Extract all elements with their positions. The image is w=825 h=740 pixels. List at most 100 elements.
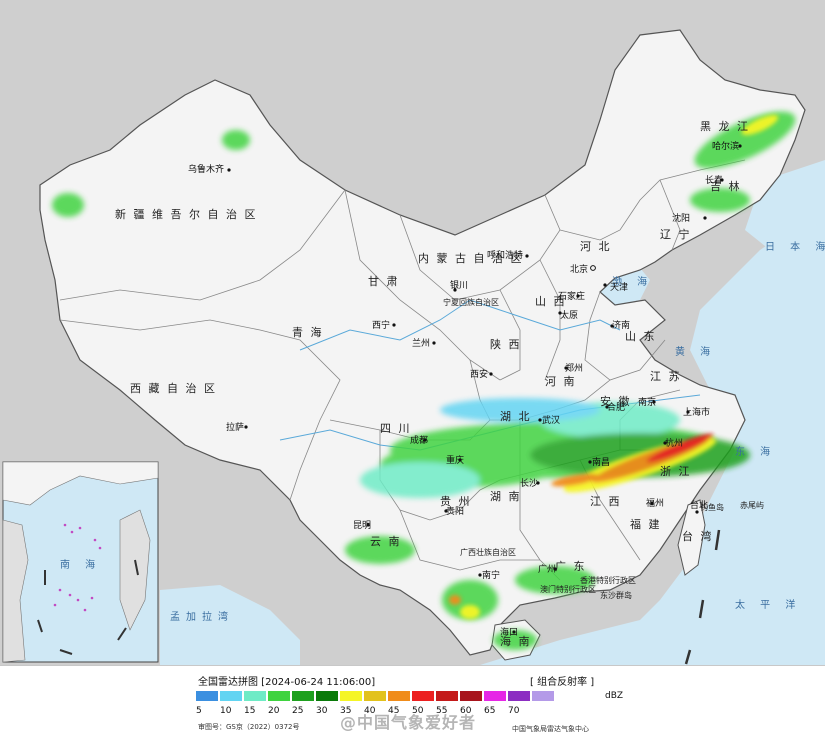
unit-label: dBZ (605, 691, 624, 701)
colorbar-tick-label: 55 (436, 706, 448, 716)
city-urumqi: 乌鲁木齐 (188, 163, 224, 175)
region-guangxi: 广西壮族自治区 (460, 547, 516, 557)
region-qinghai: 青 海 (292, 325, 324, 339)
region-henan: 河 南 (545, 375, 577, 388)
colorbar-swatch (196, 691, 218, 701)
city-nanchang: 南昌 (592, 456, 610, 468)
region-heilongjiang: 黑 龙 江 (700, 120, 750, 133)
city-hangzhou: 杭州 (665, 437, 683, 449)
inset-sea-label: 南 海 (60, 558, 101, 571)
city-hohhot: 呼和浩特 (487, 249, 523, 261)
island-dongsha: 东沙群岛 (600, 590, 632, 600)
island-diaoyu: 钓鱼岛 (700, 502, 724, 512)
region-jiangxi: 江 西 (590, 495, 622, 508)
region-gansu: 甘 肃 (368, 275, 400, 288)
colorbar-tick-label: 50 (412, 706, 424, 716)
region-neimenggu: 内 蒙 古 自 治 区 (418, 251, 523, 265)
region-shandong: 山 东 (625, 330, 657, 343)
region-taiwan: 台 湾 (682, 529, 714, 543)
island-chiwei: 赤尾屿 (740, 501, 764, 510)
sea-labels: 渤 海 黄 海 东 海 太 平 洋 日 本 海 孟加拉湾 钓鱼岛 赤尾屿 东沙群… (170, 240, 825, 623)
maritime-boundary-marks (684, 529, 721, 665)
colorbar-tick-label: 70 (508, 706, 520, 716)
city-kunming: 昆明 (353, 520, 371, 531)
south-china-sea-inset: 南 海 (2, 461, 159, 663)
city-markers (227, 144, 742, 634)
city-harbin: 哈尔滨 (712, 140, 739, 152)
colorbar-swatch (364, 691, 386, 701)
city-yinchuan: 银川 (450, 279, 468, 291)
sea-japan-label: 日 本 海 (765, 240, 825, 253)
colorbar-swatch (412, 691, 434, 701)
china-territory (39, 29, 806, 656)
sea-pacific-label: 太 平 洋 (735, 598, 801, 611)
city-fuzhou: 福州 (646, 497, 664, 509)
colorbar (196, 691, 556, 701)
radar-map: 南 海 新 疆 维 吾 尔 自 治 区 西 藏 自 治 区 青 海 甘 肃 内 … (0, 0, 825, 665)
region-hongkong: 香港特别行政区 (580, 575, 636, 585)
city-taiyuan: 太原 (560, 309, 578, 321)
city-changchun: 长春 (705, 174, 723, 186)
sea-bengal (160, 585, 300, 665)
legend-panel: 全国雷达拼图 [2024-06-24 11:06:00] [ 组合反射率 ] d… (0, 665, 825, 740)
region-yunnan: 云 南 (370, 535, 402, 548)
city-jinan: 济南 (612, 319, 630, 331)
sea-bengal-label: 孟加拉湾 (170, 610, 234, 623)
colorbar-swatch (220, 691, 242, 701)
colorbar-tick-label: 35 (340, 706, 352, 716)
mosaic-title: 全国雷达拼图 [2024-06-24 11:06:00] (198, 677, 376, 688)
colorbar-tick-label: 40 (364, 706, 376, 716)
city-shijiazhuang: 石家庄 (558, 290, 585, 302)
city-lhasa: 拉萨 (226, 421, 244, 433)
colorbar-tick-label: 20 (268, 706, 280, 716)
region-hebei: 河 北 (580, 240, 612, 253)
city-wuhan: 武汉 (542, 414, 560, 426)
region-hunan: 湖 南 (490, 490, 522, 503)
region-hainan: 海 南 (500, 634, 532, 648)
city-hefei: 合肥 (607, 401, 625, 413)
region-hubei: 湖 北 (500, 410, 532, 423)
colorbar-tick-label: 15 (244, 706, 256, 716)
city-beijing: 北京 (570, 263, 588, 275)
city-tianjin: 天津 (610, 282, 628, 293)
region-shanxi: 山 西 (535, 295, 567, 308)
sea-east (480, 210, 825, 665)
sea-yellow-label: 黄 海 (675, 345, 716, 358)
colorbar-tick-label: 65 (484, 706, 496, 716)
colorbar-swatch (340, 691, 362, 701)
radar-echoes (52, 111, 796, 650)
colorbar-ticks: 5 10 15 20 25 30 35 40 45 50 55 60 65 70 (196, 706, 616, 718)
city-guiyang: 贵阳 (446, 505, 464, 517)
colorbar-swatch (508, 691, 530, 701)
product-label: [ 组合反射率 ] (530, 677, 595, 688)
region-jiangsu: 江 苏 (650, 370, 682, 383)
city-shanghai: 上海市 (683, 406, 710, 418)
city-nanjing: 南京 (638, 396, 656, 408)
region-xinjiang: 新 疆 维 吾 尔 自 治 区 (115, 207, 257, 221)
region-jilin: 吉 林 (710, 179, 742, 193)
colorbar-swatch (244, 691, 266, 701)
colorbar-swatch (460, 691, 482, 701)
city-shenyang: 沈阳 (672, 212, 690, 224)
region-macau: 澳门特别行政区 (540, 584, 596, 594)
city-guangzhou: 广州 (538, 563, 556, 575)
watermark: @中国气象爱好者 (340, 713, 477, 732)
city-changsha: 长沙 (520, 477, 538, 489)
colorbar-swatch (388, 691, 410, 701)
region-fujian: 福 建 (630, 517, 662, 531)
colorbar-tick-label: 5 (196, 706, 202, 716)
city-taibei: 台北 (690, 499, 708, 511)
colorbar-tick-label: 25 (292, 706, 304, 716)
region-zhejiang: 浙 江 (660, 465, 692, 478)
colorbar-tick-label: 30 (316, 706, 328, 716)
city-xining: 西宁 (372, 319, 390, 331)
city-labels: 乌鲁木齐 拉萨 西宁 兰州 银川 呼和浩特 北京 天津 石家庄 太原 济南 郑州… (188, 140, 739, 638)
colorbar-swatch (268, 691, 290, 701)
region-guizhou: 贵 州 (440, 495, 472, 508)
colorbar-swatch (436, 691, 458, 701)
city-lanzhou: 兰州 (412, 337, 430, 349)
city-haikou: 海口 (500, 626, 518, 638)
agency-name: 中国气象局雷达气象中心 (512, 725, 589, 733)
colorbar-swatch (484, 691, 506, 701)
